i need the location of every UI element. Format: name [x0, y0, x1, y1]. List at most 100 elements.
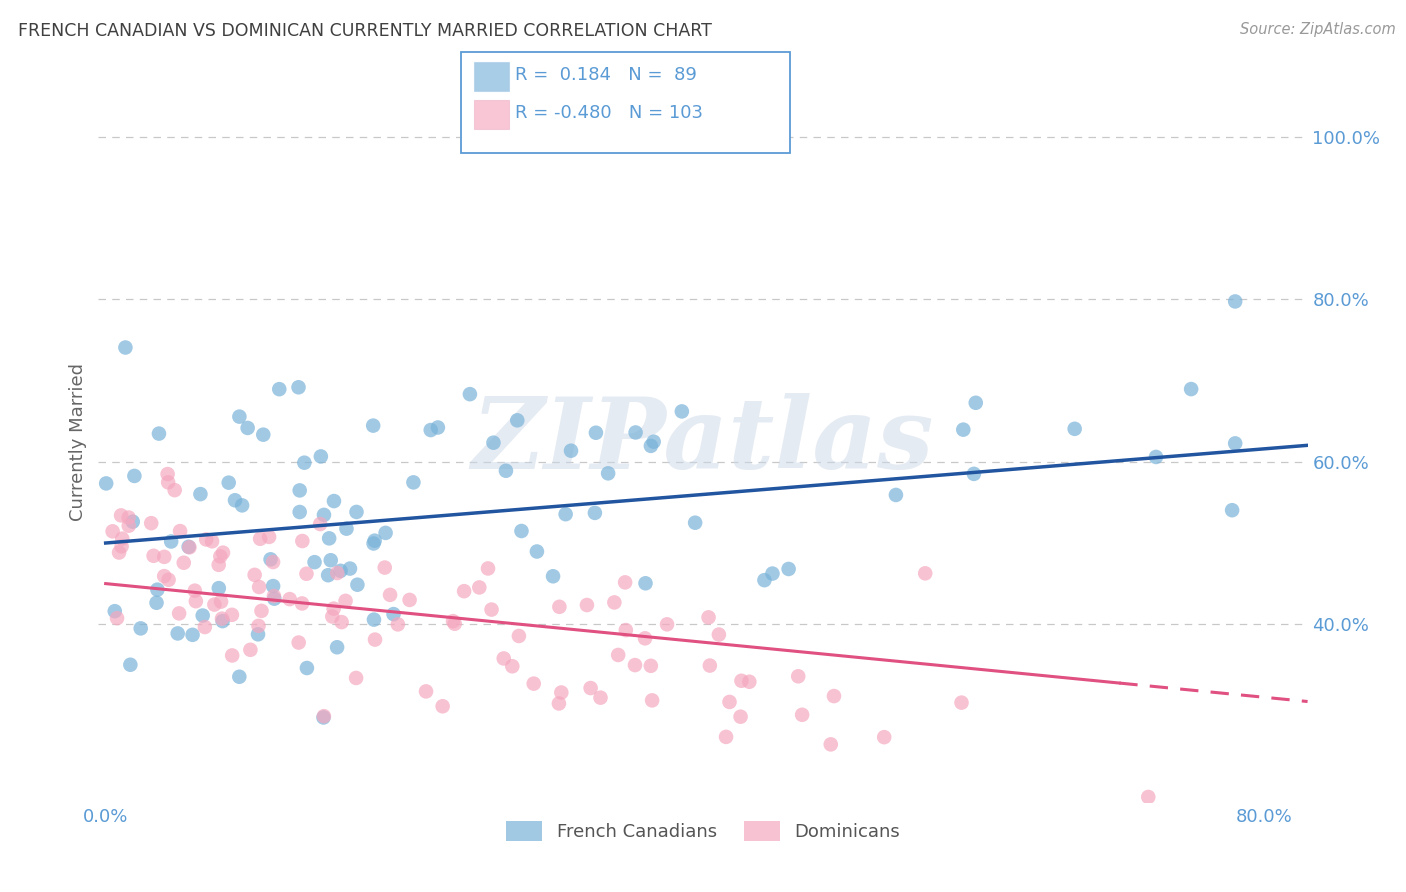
Point: [257, 530, 280, 544]
Point: [541, 569, 564, 583]
Point: [1137, 789, 1160, 804]
Point: [157, 573, 180, 587]
Point: [247, 619, 270, 633]
Point: [329, 564, 352, 578]
Point: [640, 439, 662, 453]
Point: [247, 627, 270, 641]
Point: [330, 615, 353, 629]
Point: [432, 699, 454, 714]
Point: [326, 640, 349, 655]
Point: [190, 487, 212, 501]
Point: [208, 558, 231, 572]
Point: [419, 423, 441, 437]
Point: [184, 583, 207, 598]
Point: [346, 577, 368, 591]
Point: [236, 421, 259, 435]
Point: [718, 695, 741, 709]
Point: [575, 598, 598, 612]
Point: [166, 626, 188, 640]
Point: [110, 540, 132, 554]
Point: [335, 594, 357, 608]
Point: [603, 595, 626, 609]
Point: [346, 505, 368, 519]
Point: [655, 617, 678, 632]
Legend: French Canadians, Dominicans: French Canadians, Dominicans: [499, 814, 907, 848]
Point: [823, 689, 845, 703]
Point: [312, 508, 335, 522]
Point: [583, 506, 606, 520]
Point: [506, 413, 529, 427]
Point: [492, 651, 515, 665]
Point: [269, 382, 291, 396]
Point: [249, 532, 271, 546]
Point: [754, 573, 776, 587]
Point: [312, 709, 335, 723]
Point: [339, 561, 361, 575]
Point: [228, 409, 250, 424]
Point: [160, 534, 183, 549]
Point: [363, 613, 385, 627]
Point: [202, 598, 225, 612]
Point: [508, 629, 530, 643]
Point: [110, 508, 132, 523]
Point: [477, 561, 499, 575]
Point: [482, 435, 505, 450]
Point: [963, 467, 986, 481]
Point: [738, 674, 761, 689]
Point: [263, 591, 285, 606]
Point: [598, 467, 620, 481]
Point: [382, 607, 405, 621]
Point: [641, 693, 664, 707]
Point: [96, 476, 118, 491]
Point: [884, 488, 907, 502]
Point: [335, 522, 357, 536]
Point: [121, 515, 143, 529]
Point: [873, 730, 896, 744]
Point: [117, 510, 139, 524]
Point: [426, 420, 449, 434]
Point: [221, 607, 243, 622]
Point: [194, 620, 217, 634]
Point: [697, 610, 720, 624]
Point: [761, 566, 783, 581]
Point: [153, 569, 176, 583]
Point: [309, 516, 332, 531]
Point: [1144, 450, 1167, 464]
Point: [169, 524, 191, 538]
Point: [510, 524, 533, 538]
Point: [671, 404, 693, 418]
Point: [398, 593, 420, 607]
Point: [560, 443, 582, 458]
Point: [526, 544, 548, 558]
Point: [402, 475, 425, 490]
Point: [129, 621, 152, 635]
Text: R = -0.480   N = 103: R = -0.480 N = 103: [515, 104, 703, 122]
Point: [344, 671, 367, 685]
Point: [699, 658, 721, 673]
Point: [291, 534, 314, 549]
Point: [146, 582, 169, 597]
Point: [118, 518, 141, 533]
Point: [295, 661, 318, 675]
Point: [787, 669, 810, 683]
Point: [211, 614, 233, 628]
Point: [683, 516, 706, 530]
Point: [820, 737, 842, 751]
Point: [1063, 422, 1085, 436]
Point: [714, 730, 737, 744]
Point: [124, 469, 146, 483]
Point: [191, 608, 214, 623]
Point: [364, 632, 387, 647]
Point: [259, 552, 281, 566]
Point: [585, 425, 607, 440]
Point: [614, 575, 637, 590]
Point: [101, 524, 124, 539]
Point: [443, 616, 465, 631]
Point: [707, 627, 730, 641]
Point: [441, 614, 464, 628]
Point: [239, 642, 262, 657]
Point: [363, 536, 385, 550]
Point: [292, 456, 315, 470]
Point: [201, 534, 224, 549]
Point: [614, 623, 637, 637]
